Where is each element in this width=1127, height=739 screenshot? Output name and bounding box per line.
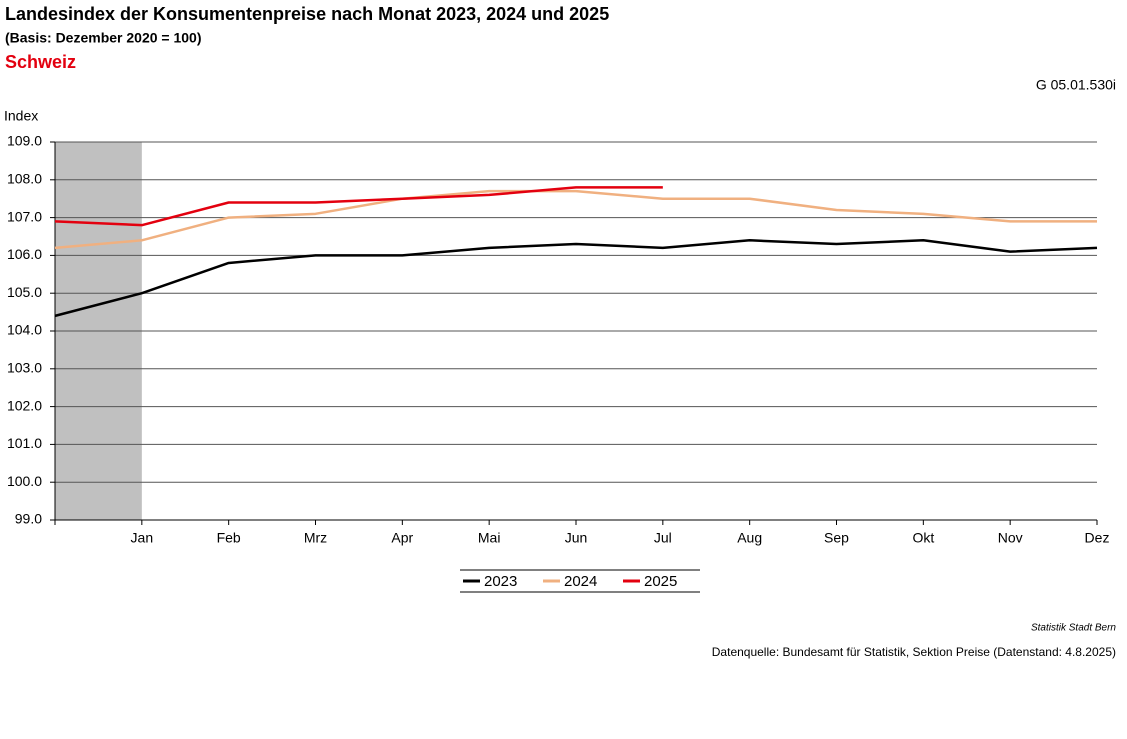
x-tick-label: Aug: [737, 530, 762, 546]
legend-label: 2024: [564, 573, 597, 590]
series-line: [54, 189, 1097, 250]
y-tick-label: 100.0: [7, 473, 42, 489]
x-tick-label: Nov: [998, 530, 1023, 546]
source-org: Statistik Stadt Bern: [1031, 623, 1116, 634]
series-line: [54, 239, 1098, 318]
x-tick-label: Sep: [824, 530, 849, 546]
y-tick-label: 106.0: [7, 246, 42, 262]
x-tick-label: Dez: [1085, 530, 1110, 546]
legend-label: 2023: [484, 573, 517, 590]
chart-title: Landesindex der Konsumentenpreise nach M…: [5, 4, 609, 24]
x-tick-label: Jan: [131, 530, 154, 546]
source: Datenquelle: Bundesamt für Statistik, Se…: [712, 645, 1116, 659]
chart-code: G 05.01.530i: [1036, 77, 1116, 93]
x-tick-label: Okt: [912, 530, 934, 546]
x-tick-label: Feb: [217, 530, 241, 546]
y-tick-label: 109.0: [7, 133, 42, 149]
y-tick-label: 99.0: [15, 511, 42, 527]
chart-subtitle: (Basis: Dezember 2020 = 100): [5, 30, 202, 46]
y-tick-label: 105.0: [7, 284, 42, 300]
y-tick-label: 104.0: [7, 322, 42, 338]
x-tick-label: Jun: [565, 530, 588, 546]
series-line: [54, 186, 663, 227]
y-tick-label: 107.0: [7, 208, 42, 224]
y-tick-label: 103.0: [7, 360, 42, 376]
y-tick-label: 108.0: [7, 171, 42, 187]
x-tick-label: Mrz: [304, 530, 327, 546]
x-tick-label: Jul: [654, 530, 672, 546]
region-label: Schweiz: [5, 52, 76, 72]
y-tick-label: 102.0: [7, 397, 42, 413]
y-axis-label: Index: [4, 108, 38, 124]
x-tick-label: Apr: [391, 530, 413, 546]
y-tick-label: 101.0: [7, 435, 42, 451]
x-tick-label: Mai: [478, 530, 501, 546]
legend-label: 2025: [644, 573, 677, 590]
